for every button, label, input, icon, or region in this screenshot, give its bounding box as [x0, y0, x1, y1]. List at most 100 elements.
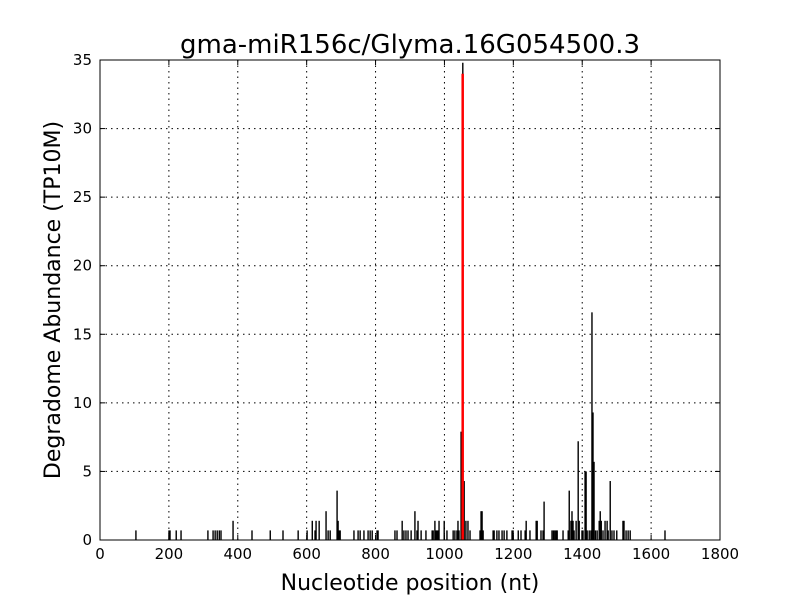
bar — [588, 530, 590, 540]
y-tick-label: 10 — [73, 394, 92, 412]
bar — [175, 530, 177, 540]
bar — [590, 530, 592, 540]
bar — [417, 520, 419, 540]
ticks: 0 200 400 600 800 1000 1200 1400 1600 1800 0 5 10 15 2… — [73, 51, 739, 563]
bar — [251, 530, 253, 540]
bar — [327, 530, 329, 540]
bar — [369, 530, 371, 540]
bar — [623, 520, 625, 540]
bar — [216, 530, 218, 540]
bar — [437, 530, 439, 540]
bar — [567, 530, 569, 540]
bar — [282, 530, 284, 540]
bar — [591, 312, 593, 540]
x-tick-label: 1800 — [701, 545, 739, 563]
bar — [463, 481, 465, 540]
x-tick-label: 400 — [223, 545, 252, 563]
bar — [520, 530, 522, 540]
bar — [438, 520, 440, 540]
bar — [556, 530, 558, 540]
bar — [435, 530, 437, 540]
bar — [407, 530, 409, 540]
bar — [410, 530, 412, 540]
bar — [629, 530, 631, 540]
bar — [443, 520, 445, 540]
bar — [420, 530, 422, 540]
bar — [214, 530, 216, 540]
bar — [571, 511, 573, 540]
bar — [602, 530, 604, 540]
bar — [314, 530, 316, 540]
bar — [481, 511, 483, 540]
bar — [480, 511, 482, 540]
bar — [575, 520, 577, 540]
bar — [535, 520, 537, 540]
bar — [582, 530, 584, 540]
y-tick-label: 20 — [73, 257, 92, 275]
bar — [492, 530, 494, 540]
bar — [353, 530, 355, 540]
bar — [396, 530, 398, 540]
bar — [540, 530, 542, 540]
x-tick-label: 1200 — [494, 545, 532, 563]
bar — [376, 530, 378, 540]
bar — [578, 520, 580, 540]
y-axis-label: Degradome Abundance (TP10M) — [41, 121, 66, 479]
bar — [593, 461, 595, 540]
bar — [403, 530, 405, 540]
bar — [554, 530, 556, 540]
bar — [625, 530, 627, 540]
bar — [570, 520, 572, 540]
bar — [432, 530, 434, 540]
bar — [551, 530, 553, 540]
bar — [460, 431, 462, 540]
y-tick-label: 15 — [73, 325, 92, 343]
bar — [555, 530, 557, 540]
y-tick-label: 35 — [73, 51, 92, 69]
bar — [607, 530, 609, 540]
grid — [100, 60, 720, 540]
bar — [596, 530, 598, 540]
bar — [452, 530, 454, 540]
bar — [577, 441, 579, 540]
bar — [377, 530, 379, 540]
y-tick-label: 0 — [82, 531, 92, 549]
x-tick-label: 200 — [155, 545, 184, 563]
bar — [524, 530, 526, 540]
bar — [613, 530, 615, 540]
bar — [414, 511, 416, 540]
bar — [542, 530, 544, 540]
bar — [135, 530, 137, 540]
x-tick-label: 1600 — [632, 545, 670, 563]
bar — [336, 490, 338, 540]
bar — [479, 530, 481, 540]
x-tick-label: 0 — [95, 545, 105, 563]
bar — [501, 530, 503, 540]
bar — [467, 520, 469, 540]
bar — [315, 520, 317, 540]
bar — [394, 530, 396, 540]
bar — [220, 530, 222, 540]
x-axis-label: Nucleotide position (nt) — [281, 571, 540, 596]
bar — [529, 530, 531, 540]
bar — [339, 530, 341, 540]
bar — [371, 530, 373, 540]
bar — [456, 530, 458, 540]
x-tick-label: 600 — [292, 545, 321, 563]
bar — [572, 520, 574, 540]
bar — [416, 530, 418, 540]
x-tick-label: 1400 — [563, 545, 601, 563]
bar — [469, 530, 471, 540]
bar — [212, 530, 214, 540]
bar — [609, 481, 611, 540]
plot-frame — [99, 59, 721, 541]
x-tick-label: 800 — [361, 545, 390, 563]
bar — [506, 530, 508, 540]
bar — [517, 530, 519, 540]
bar — [357, 530, 359, 540]
bar — [325, 511, 327, 540]
bar — [363, 530, 365, 540]
bar — [568, 490, 570, 540]
bar — [232, 520, 234, 540]
bar — [606, 520, 608, 540]
